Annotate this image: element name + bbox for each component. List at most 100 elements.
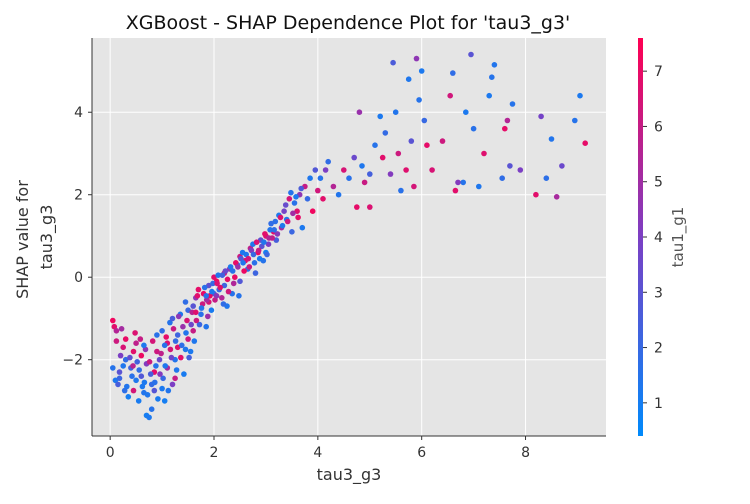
data-point (115, 381, 121, 388)
data-point (188, 321, 194, 328)
data-point (132, 330, 138, 336)
data-point (185, 336, 191, 342)
data-point (158, 350, 164, 357)
data-point (279, 222, 286, 229)
data-point (191, 338, 198, 344)
data-point (274, 231, 281, 237)
data-point (211, 274, 217, 281)
data-point (460, 179, 467, 186)
data-point (187, 348, 194, 355)
data-point (398, 187, 404, 194)
data-point (222, 268, 229, 274)
data-point (577, 92, 583, 99)
data-point (116, 369, 123, 375)
y-axis-label-line-2: tau3_g3 (37, 205, 57, 270)
data-point (146, 359, 153, 365)
data-point (261, 239, 267, 245)
data-point (559, 163, 565, 169)
data-point (203, 293, 209, 299)
data-point (178, 354, 184, 361)
data-point (413, 55, 420, 62)
data-point (266, 235, 272, 241)
data-point (156, 356, 163, 363)
data-point (271, 227, 278, 233)
data-point (133, 340, 139, 347)
data-point (172, 338, 179, 344)
data-point (476, 183, 482, 190)
data-point (304, 196, 311, 202)
data-point (208, 307, 215, 314)
data-point (201, 284, 208, 291)
data-point (312, 167, 319, 173)
data-point (159, 328, 165, 334)
data-point (110, 365, 116, 371)
data-point (181, 371, 187, 377)
data-point (230, 280, 237, 287)
data-point (533, 191, 539, 198)
data-point (377, 113, 384, 120)
data-point (294, 208, 300, 214)
colorbar-ticks: 1 2 3 4 5 6 7 (643, 64, 663, 412)
data-point (210, 280, 216, 287)
data-point (481, 150, 487, 157)
data-point (284, 218, 291, 225)
data-point (267, 227, 273, 233)
data-point (361, 179, 368, 186)
data-point (182, 299, 189, 305)
data-point (251, 260, 258, 266)
data-point (130, 363, 136, 369)
data-point (149, 338, 156, 344)
data-point (173, 367, 180, 373)
data-point (256, 255, 263, 262)
data-point (268, 220, 274, 227)
data-point (190, 328, 196, 334)
data-point (170, 326, 177, 332)
data-point (151, 387, 158, 394)
colorbar-tick-label: 5 (654, 175, 663, 191)
data-point (168, 354, 175, 361)
data-point (416, 97, 422, 103)
data-point (320, 196, 326, 202)
y-tick-label: −2 (62, 353, 83, 369)
data-point (179, 342, 185, 349)
data-point (354, 204, 360, 210)
data-point (174, 332, 181, 338)
data-point (517, 167, 524, 173)
data-point (509, 101, 516, 107)
data-point (183, 330, 189, 336)
data-point (138, 352, 145, 359)
data-point (124, 383, 130, 390)
data-point (136, 367, 142, 373)
data-point (129, 373, 135, 380)
data-point (237, 278, 243, 285)
data-point (291, 200, 298, 206)
chart-title: XGBoost - SHAP Dependence Plot for 'tau3… (126, 12, 571, 34)
data-point (196, 321, 203, 328)
data-point (193, 309, 199, 316)
colorbar-tick-label: 3 (654, 285, 663, 301)
scatter-points (110, 51, 588, 421)
data-point (265, 241, 272, 247)
data-point (367, 204, 373, 210)
data-point (421, 117, 428, 124)
data-point (382, 130, 389, 136)
x-tick-label: 4 (313, 445, 322, 461)
data-point (290, 210, 296, 217)
data-point (165, 387, 172, 394)
data-point (203, 297, 210, 303)
data-point (387, 171, 394, 177)
data-point (175, 313, 182, 320)
data-point (198, 305, 205, 311)
data-point (264, 251, 270, 258)
data-point (322, 167, 329, 173)
data-point (582, 140, 588, 146)
data-point (195, 286, 202, 293)
data-point (146, 414, 152, 421)
data-point (162, 363, 168, 369)
data-point (221, 282, 228, 289)
data-point (186, 354, 192, 361)
data-point (548, 136, 555, 142)
data-point (288, 189, 294, 196)
